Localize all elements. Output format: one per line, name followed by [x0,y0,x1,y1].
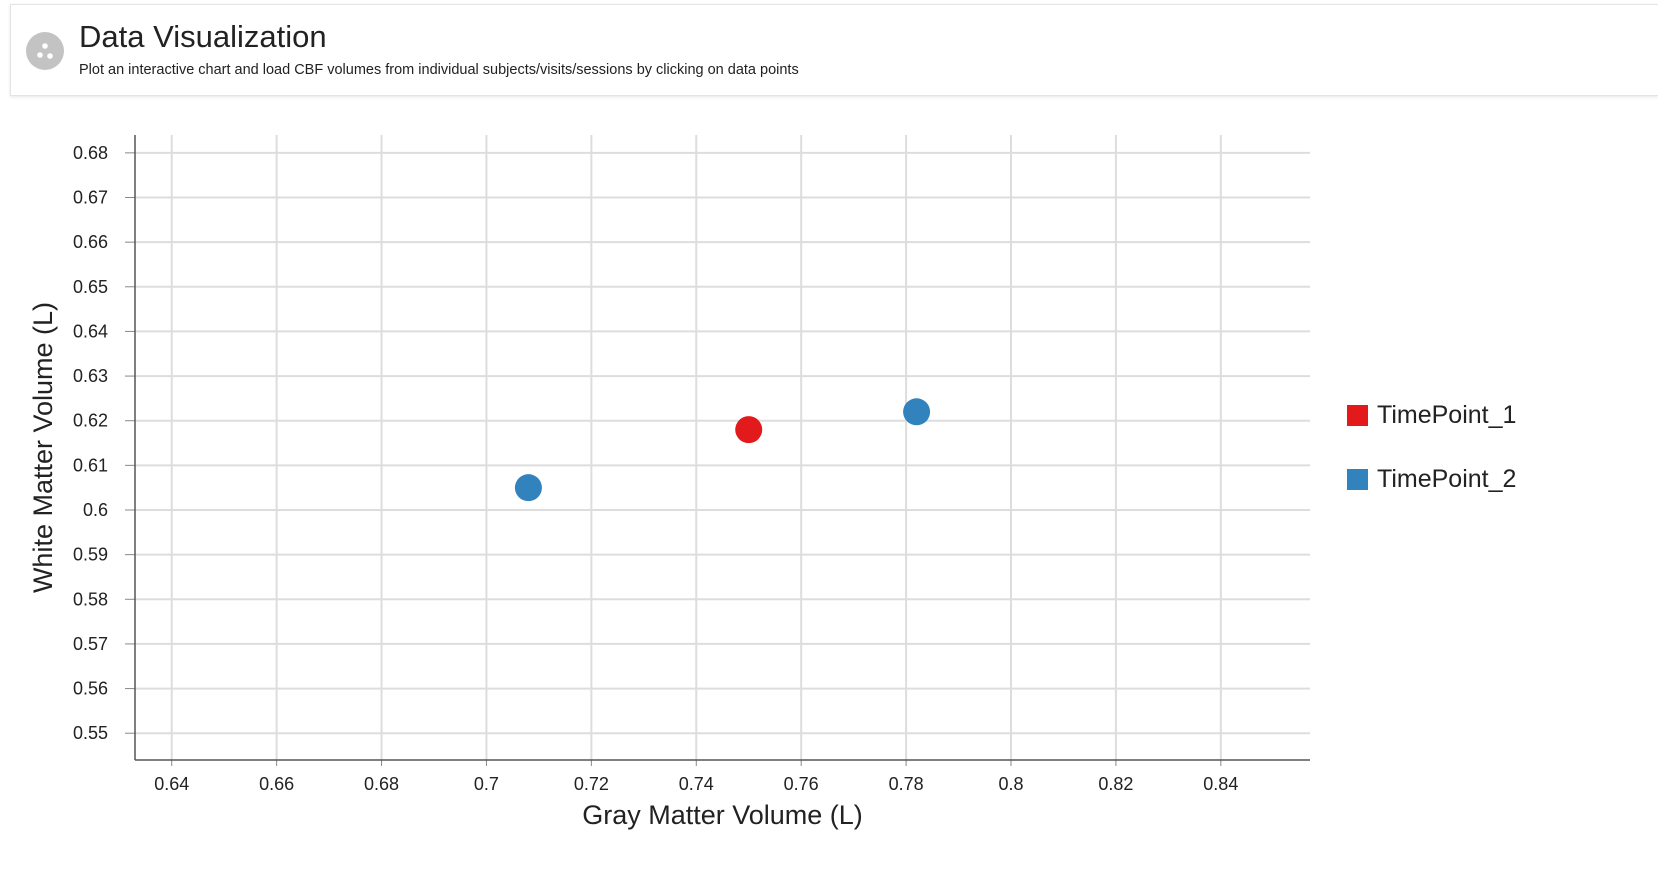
x-tick-label: 0.84 [1203,774,1238,794]
x-tick-label: 0.78 [889,774,924,794]
data-point[interactable] [903,398,931,426]
legend-label: TimePoint_1 [1377,401,1516,429]
grid-lines [135,135,1310,760]
x-tick-label: 0.7 [474,774,499,794]
y-tick-label: 0.66 [73,232,108,252]
y-tick-label: 0.55 [73,723,108,743]
y-tick-label: 0.61 [73,455,108,475]
y-tick-label: 0.57 [73,634,108,654]
y-tick-label: 0.59 [73,545,108,565]
x-tick-label: 0.76 [784,774,819,794]
scatter-chart: 0.64 0.66 0.68 0.7 0.72 0.74 0.76 0.78 0.8 0.82 0.… [28,135,1516,830]
x-tick-label: 0.8 [998,774,1023,794]
y-tick-label: 0.6 [83,500,108,520]
y-tick-label: 0.67 [73,188,108,208]
x-tick-label: 0.72 [574,774,609,794]
tick-labels: 0.64 0.66 0.68 0.7 0.72 0.74 0.76 0.78 0.8 0.82 0.… [73,143,1238,794]
legend-swatch [1347,469,1368,490]
x-axis-title: Gray Matter Volume (L) [582,800,863,830]
y-tick-label: 0.56 [73,679,108,699]
y-tick-label: 0.68 [73,143,108,163]
legend-swatch [1347,405,1368,426]
y-tick-label: 0.64 [73,321,108,341]
y-tick-label: 0.63 [73,366,108,386]
data-points [514,398,931,502]
page-subtitle: Plot an interactive chart and load CBF v… [79,62,799,78]
x-tick-label: 0.68 [364,774,399,794]
x-tick-label: 0.64 [154,774,189,794]
legend-label: TimePoint_2 [1377,465,1516,493]
legend: TimePoint_1 TimePoint_2 [1347,401,1516,493]
data-point[interactable] [735,416,763,444]
y-tick-label: 0.65 [73,277,108,297]
y-tick-label: 0.58 [73,589,108,609]
x-tick-label: 0.74 [679,774,714,794]
y-tick-label: 0.62 [73,411,108,431]
data-point[interactable] [514,474,542,502]
y-axis-title: White Matter Volume (L) [28,302,58,593]
axes [125,135,1310,766]
header-card: Data Visualization Plot an interactive c… [10,4,1658,96]
x-tick-label: 0.82 [1098,774,1133,794]
scatter-plot-icon [26,32,64,70]
x-tick-label: 0.66 [259,774,294,794]
page-title: Data Visualization [79,19,327,54]
